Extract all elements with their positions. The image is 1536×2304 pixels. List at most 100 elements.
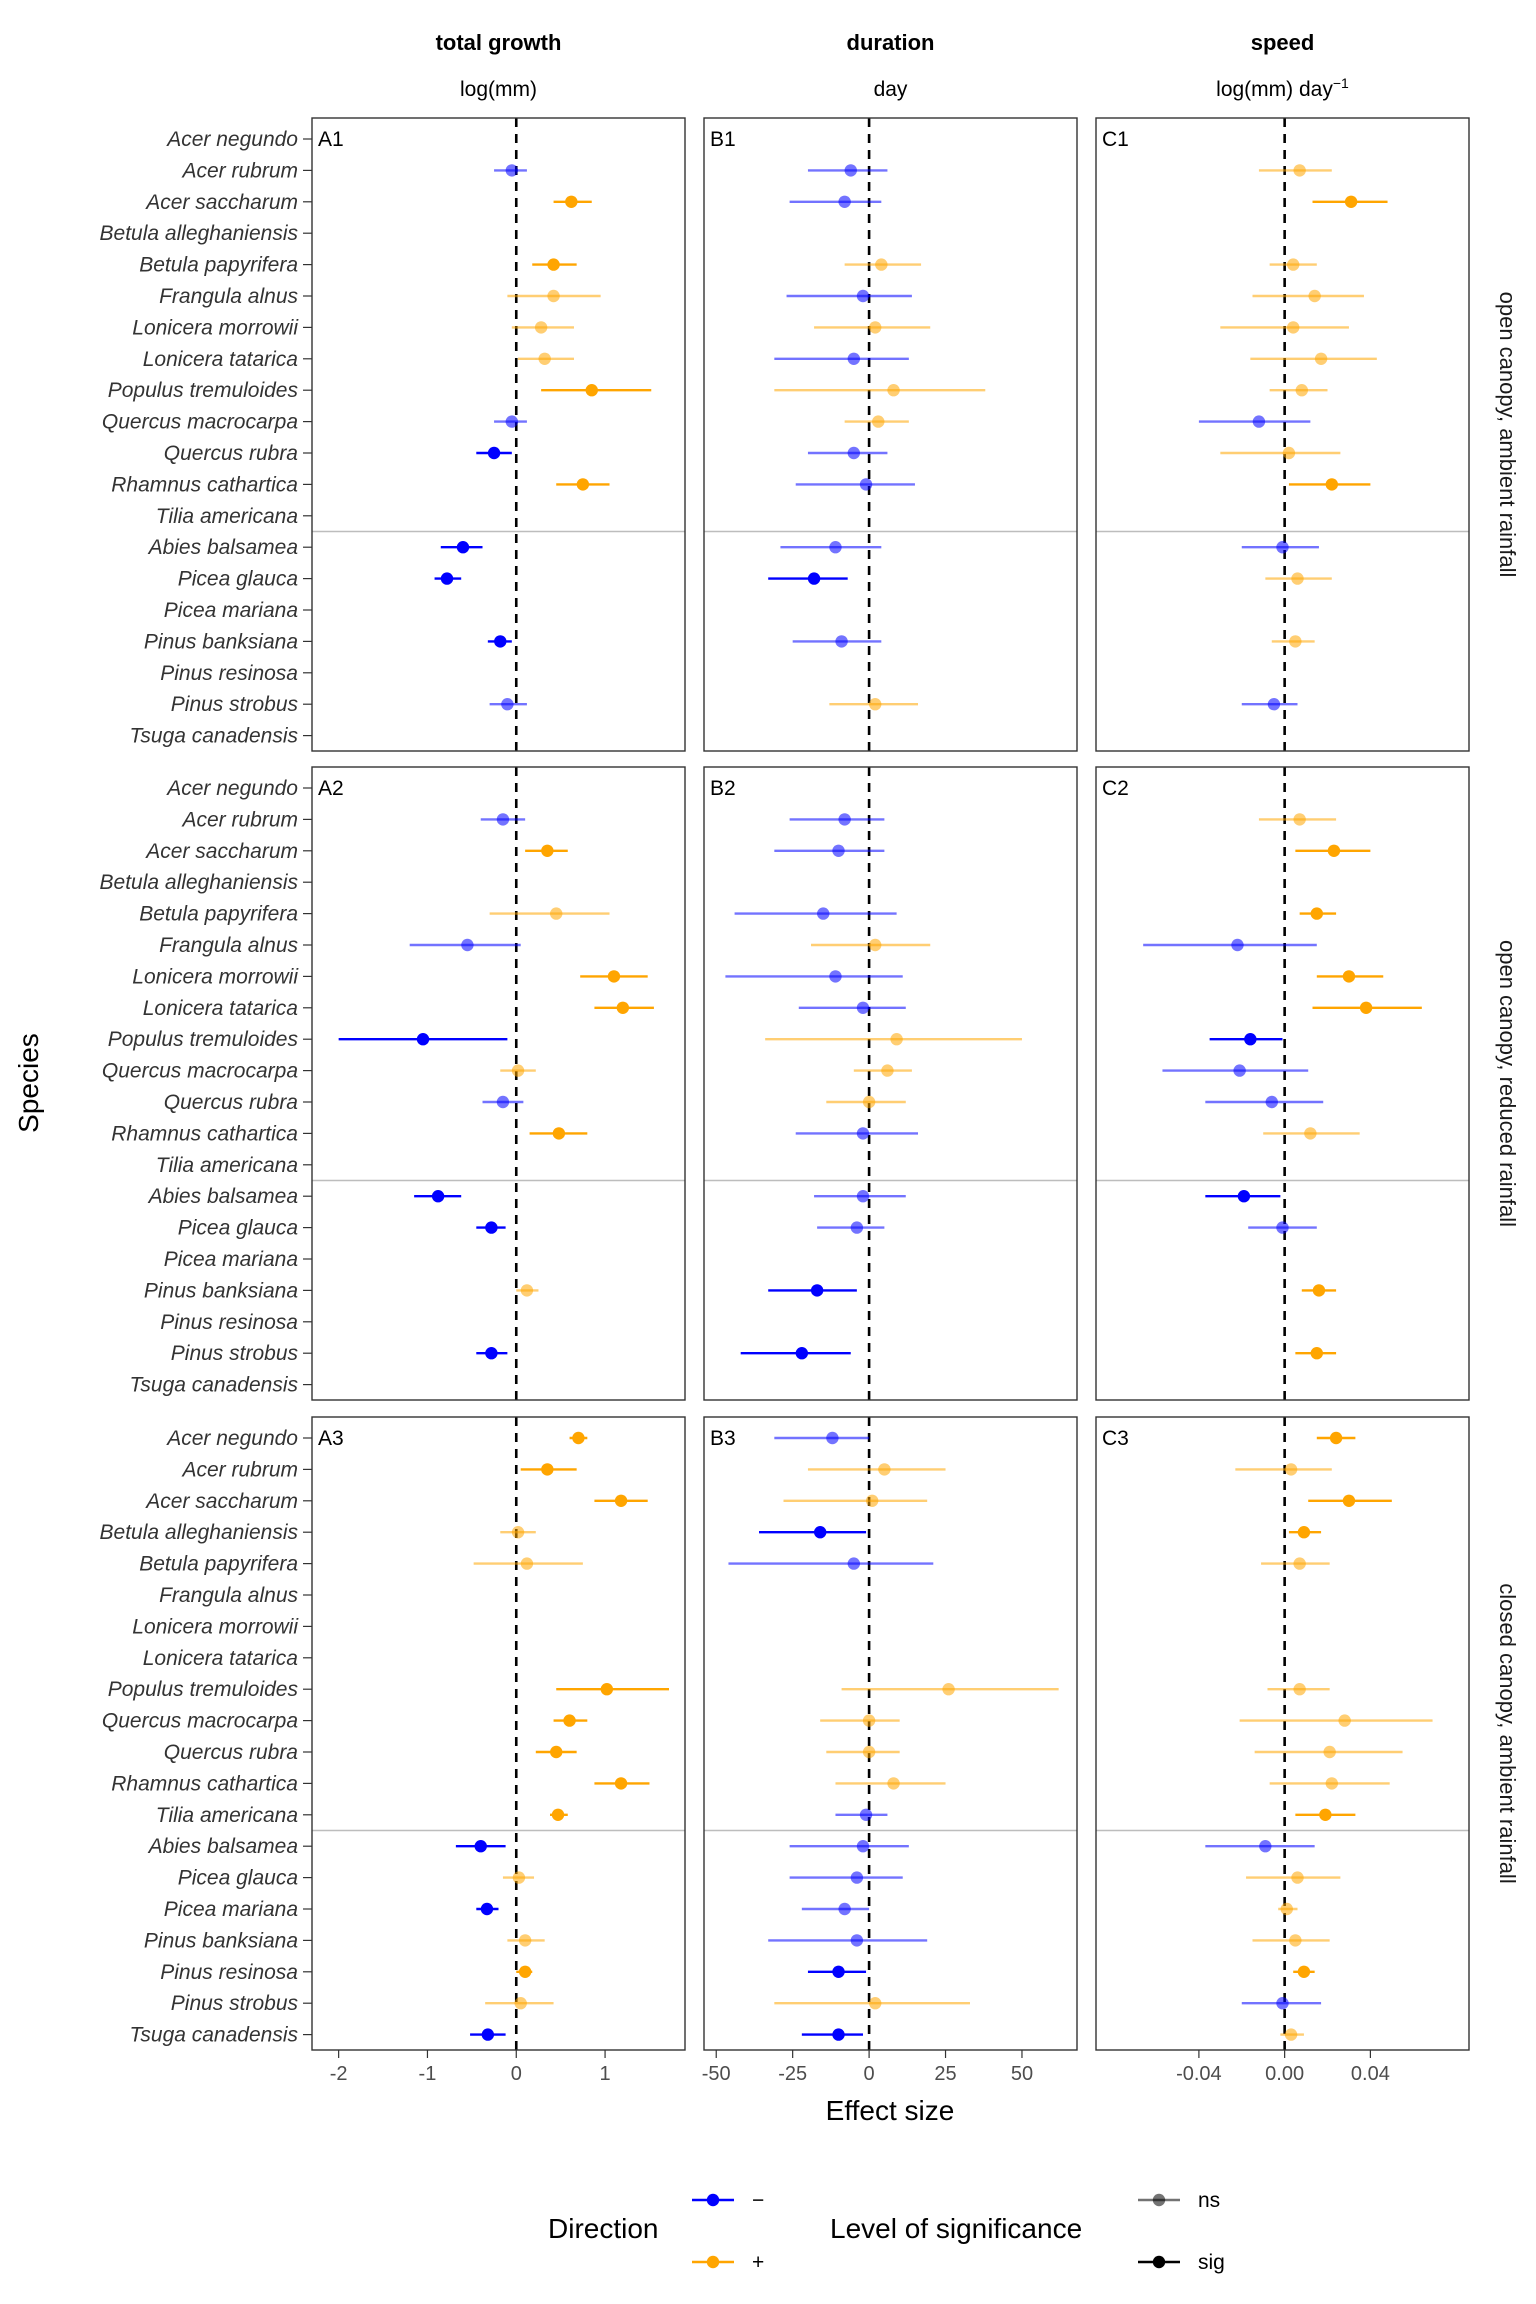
species-label: Acer rubrum <box>180 808 298 831</box>
estimate-point <box>856 1127 870 1140</box>
estimate-point <box>850 1934 864 1947</box>
species-label: Quercus macrocarpa <box>102 1060 298 1083</box>
estimate-point <box>847 352 861 365</box>
x-tick-label: 0 <box>864 2063 875 2085</box>
estimate-point <box>1310 907 1323 920</box>
species-label: Betula papyrifera <box>139 254 298 277</box>
species-label: Tsuga canadensis <box>129 2024 298 2047</box>
species-label: Lonicera tatarica <box>143 348 298 371</box>
species-label: Pinus banksiana <box>144 1929 298 1952</box>
estimate-point <box>1291 1871 1304 1884</box>
estimate-point <box>844 164 857 177</box>
species-label: Frangula alnus <box>159 934 298 957</box>
x-tick-label: 25 <box>934 2063 956 2085</box>
estimate-point <box>1276 1221 1289 1234</box>
estimate-point <box>1289 635 1302 648</box>
column-title: speed <box>1251 30 1315 55</box>
species-label: Abies balsamea <box>147 1185 298 1208</box>
species-label: Betula alleghaniensis <box>100 1521 299 1544</box>
species-label: Lonicera morrowii <box>132 1615 299 1638</box>
column-unit: log(mm) <box>460 78 537 101</box>
estimate-point <box>440 572 454 585</box>
panel-border <box>1095 1416 1470 2051</box>
estimate-point <box>416 1033 430 1046</box>
panel-border <box>703 1416 1078 2051</box>
panel-border <box>1095 766 1470 1401</box>
estimate-point <box>1359 1001 1373 1014</box>
estimate-point <box>572 1431 585 1445</box>
species-label: Tsuga canadensis <box>129 1374 298 1397</box>
estimate-point <box>1312 1284 1326 1297</box>
panel-tag: A1 <box>318 128 344 151</box>
panel-A1: A1 <box>311 117 686 752</box>
panel-tag: A3 <box>318 1427 344 1450</box>
species-label: Quercus rubra <box>164 1741 298 1764</box>
estimate-point <box>1231 938 1244 952</box>
panel-B2: B2 <box>703 766 1078 1401</box>
estimate-point <box>1319 1808 1332 1822</box>
species-label: Lonicera morrowii <box>132 316 299 339</box>
estimate-point <box>1295 384 1308 397</box>
estimate-point <box>1282 446 1296 460</box>
estimate-point <box>862 1745 876 1759</box>
estimate-point <box>514 1997 527 2010</box>
estimate-point <box>480 1902 494 1916</box>
legend-label: ns <box>1198 2189 1220 2212</box>
estimate-point <box>520 1557 534 1570</box>
panel-B3: B3 <box>703 1416 1078 2051</box>
estimate-point <box>551 1808 565 1822</box>
estimate-point <box>1297 1965 1311 1979</box>
estimate-point <box>856 1190 870 1203</box>
estimate-point <box>847 1557 861 1570</box>
species-label: Pinus banksiana <box>144 630 298 653</box>
column-unit: log(mm) day−1 <box>1216 75 1349 101</box>
species-label: Picea mariana <box>164 599 298 622</box>
estimate-point <box>881 1064 894 1077</box>
species-label: Frangula alnus <box>159 285 298 308</box>
estimate-point <box>832 1965 845 1979</box>
estimate-point <box>496 813 510 826</box>
estimate-point <box>576 478 590 491</box>
legend-label: + <box>752 2251 764 2274</box>
estimate-point <box>431 1190 445 1203</box>
estimate-point <box>850 1221 864 1234</box>
estimate-point <box>810 1284 824 1297</box>
species-label: Lonicera tatarica <box>143 1647 298 1670</box>
estimate-point <box>534 321 548 334</box>
estimate-point <box>1233 1064 1246 1077</box>
panel-border <box>1095 117 1470 752</box>
estimate-point <box>795 1347 809 1360</box>
estimate-point <box>890 1033 903 1046</box>
estimate-point <box>1287 258 1300 271</box>
species-label: Rhamnus cathartica <box>111 1122 298 1145</box>
estimate-point <box>614 1494 628 1508</box>
x-tick-label: 50 <box>1011 2063 1033 2085</box>
panel-border <box>311 766 686 1401</box>
species-label: Quercus macrocarpa <box>102 411 298 434</box>
panel-tag: C3 <box>1102 1427 1129 1450</box>
estimate-point <box>616 1001 630 1014</box>
estimate-point <box>1291 572 1304 585</box>
estimate-point <box>1342 1494 1356 1508</box>
estimate-point <box>1265 1095 1278 1109</box>
estimate-point <box>505 164 519 177</box>
estimate-point <box>875 258 888 271</box>
species-label: Pinus strobus <box>171 693 299 716</box>
estimate-point <box>474 1840 487 1853</box>
facet-strip-label: open canopy, ambient rainfall <box>1495 292 1520 578</box>
species-label: Pinus strobus <box>171 1992 299 2015</box>
estimate-point <box>614 1777 628 1790</box>
estimate-point <box>1293 1683 1306 1696</box>
species-label: Populus tremuloides <box>108 379 299 402</box>
estimate-point <box>1304 1127 1317 1140</box>
species-label: Rhamnus cathartica <box>111 473 298 496</box>
estimate-point <box>505 415 519 428</box>
species-label: Pinus resinosa <box>160 1311 298 1334</box>
x-tick-label: 0 <box>511 2063 522 2085</box>
estimate-point <box>547 289 560 303</box>
estimate-point <box>832 844 845 857</box>
estimate-point <box>869 321 882 334</box>
estimate-point <box>1289 1934 1302 1947</box>
estimate-point <box>520 1284 534 1297</box>
species-label: Pinus strobus <box>171 1342 299 1365</box>
